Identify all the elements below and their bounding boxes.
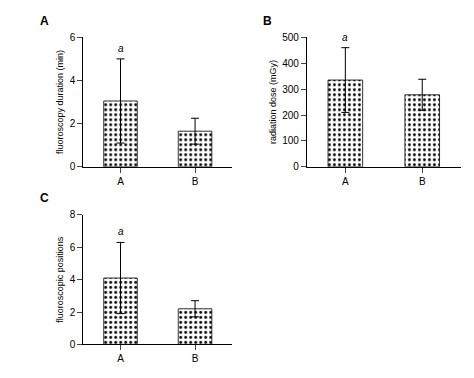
svg-text:500: 500 [282,32,299,43]
svg-text:A: A [40,14,49,28]
svg-text:fluoroscopic positions: fluoroscopic positions [55,236,65,323]
svg-text:a: a [342,32,348,43]
svg-text:2: 2 [70,118,76,129]
svg-text:0: 0 [293,161,299,172]
svg-text:B: B [419,176,426,187]
svg-text:B: B [263,14,272,28]
svg-text:B: B [192,353,199,364]
svg-text:C: C [40,191,49,205]
svg-text:300: 300 [282,84,299,95]
svg-text:fluoroscopy duration (min): fluoroscopy duration (min) [55,50,65,154]
svg-text:6: 6 [70,32,76,43]
svg-text:6: 6 [70,242,76,253]
svg-text:200: 200 [282,110,299,121]
svg-text:a: a [118,43,124,54]
svg-text:A: A [117,176,124,187]
svg-text:8: 8 [70,209,76,220]
svg-text:2: 2 [70,307,76,318]
svg-text:A: A [342,176,349,187]
svg-text:4: 4 [70,274,76,285]
svg-text:a: a [118,226,124,237]
svg-text:100: 100 [282,135,299,146]
svg-text:0: 0 [70,339,76,350]
svg-text:radiation dose (mGy): radiation dose (mGy) [268,60,278,144]
svg-text:400: 400 [282,58,299,69]
svg-text:A: A [117,353,124,364]
svg-text:0: 0 [70,161,76,172]
svg-text:B: B [192,176,199,187]
svg-text:4: 4 [70,75,76,86]
